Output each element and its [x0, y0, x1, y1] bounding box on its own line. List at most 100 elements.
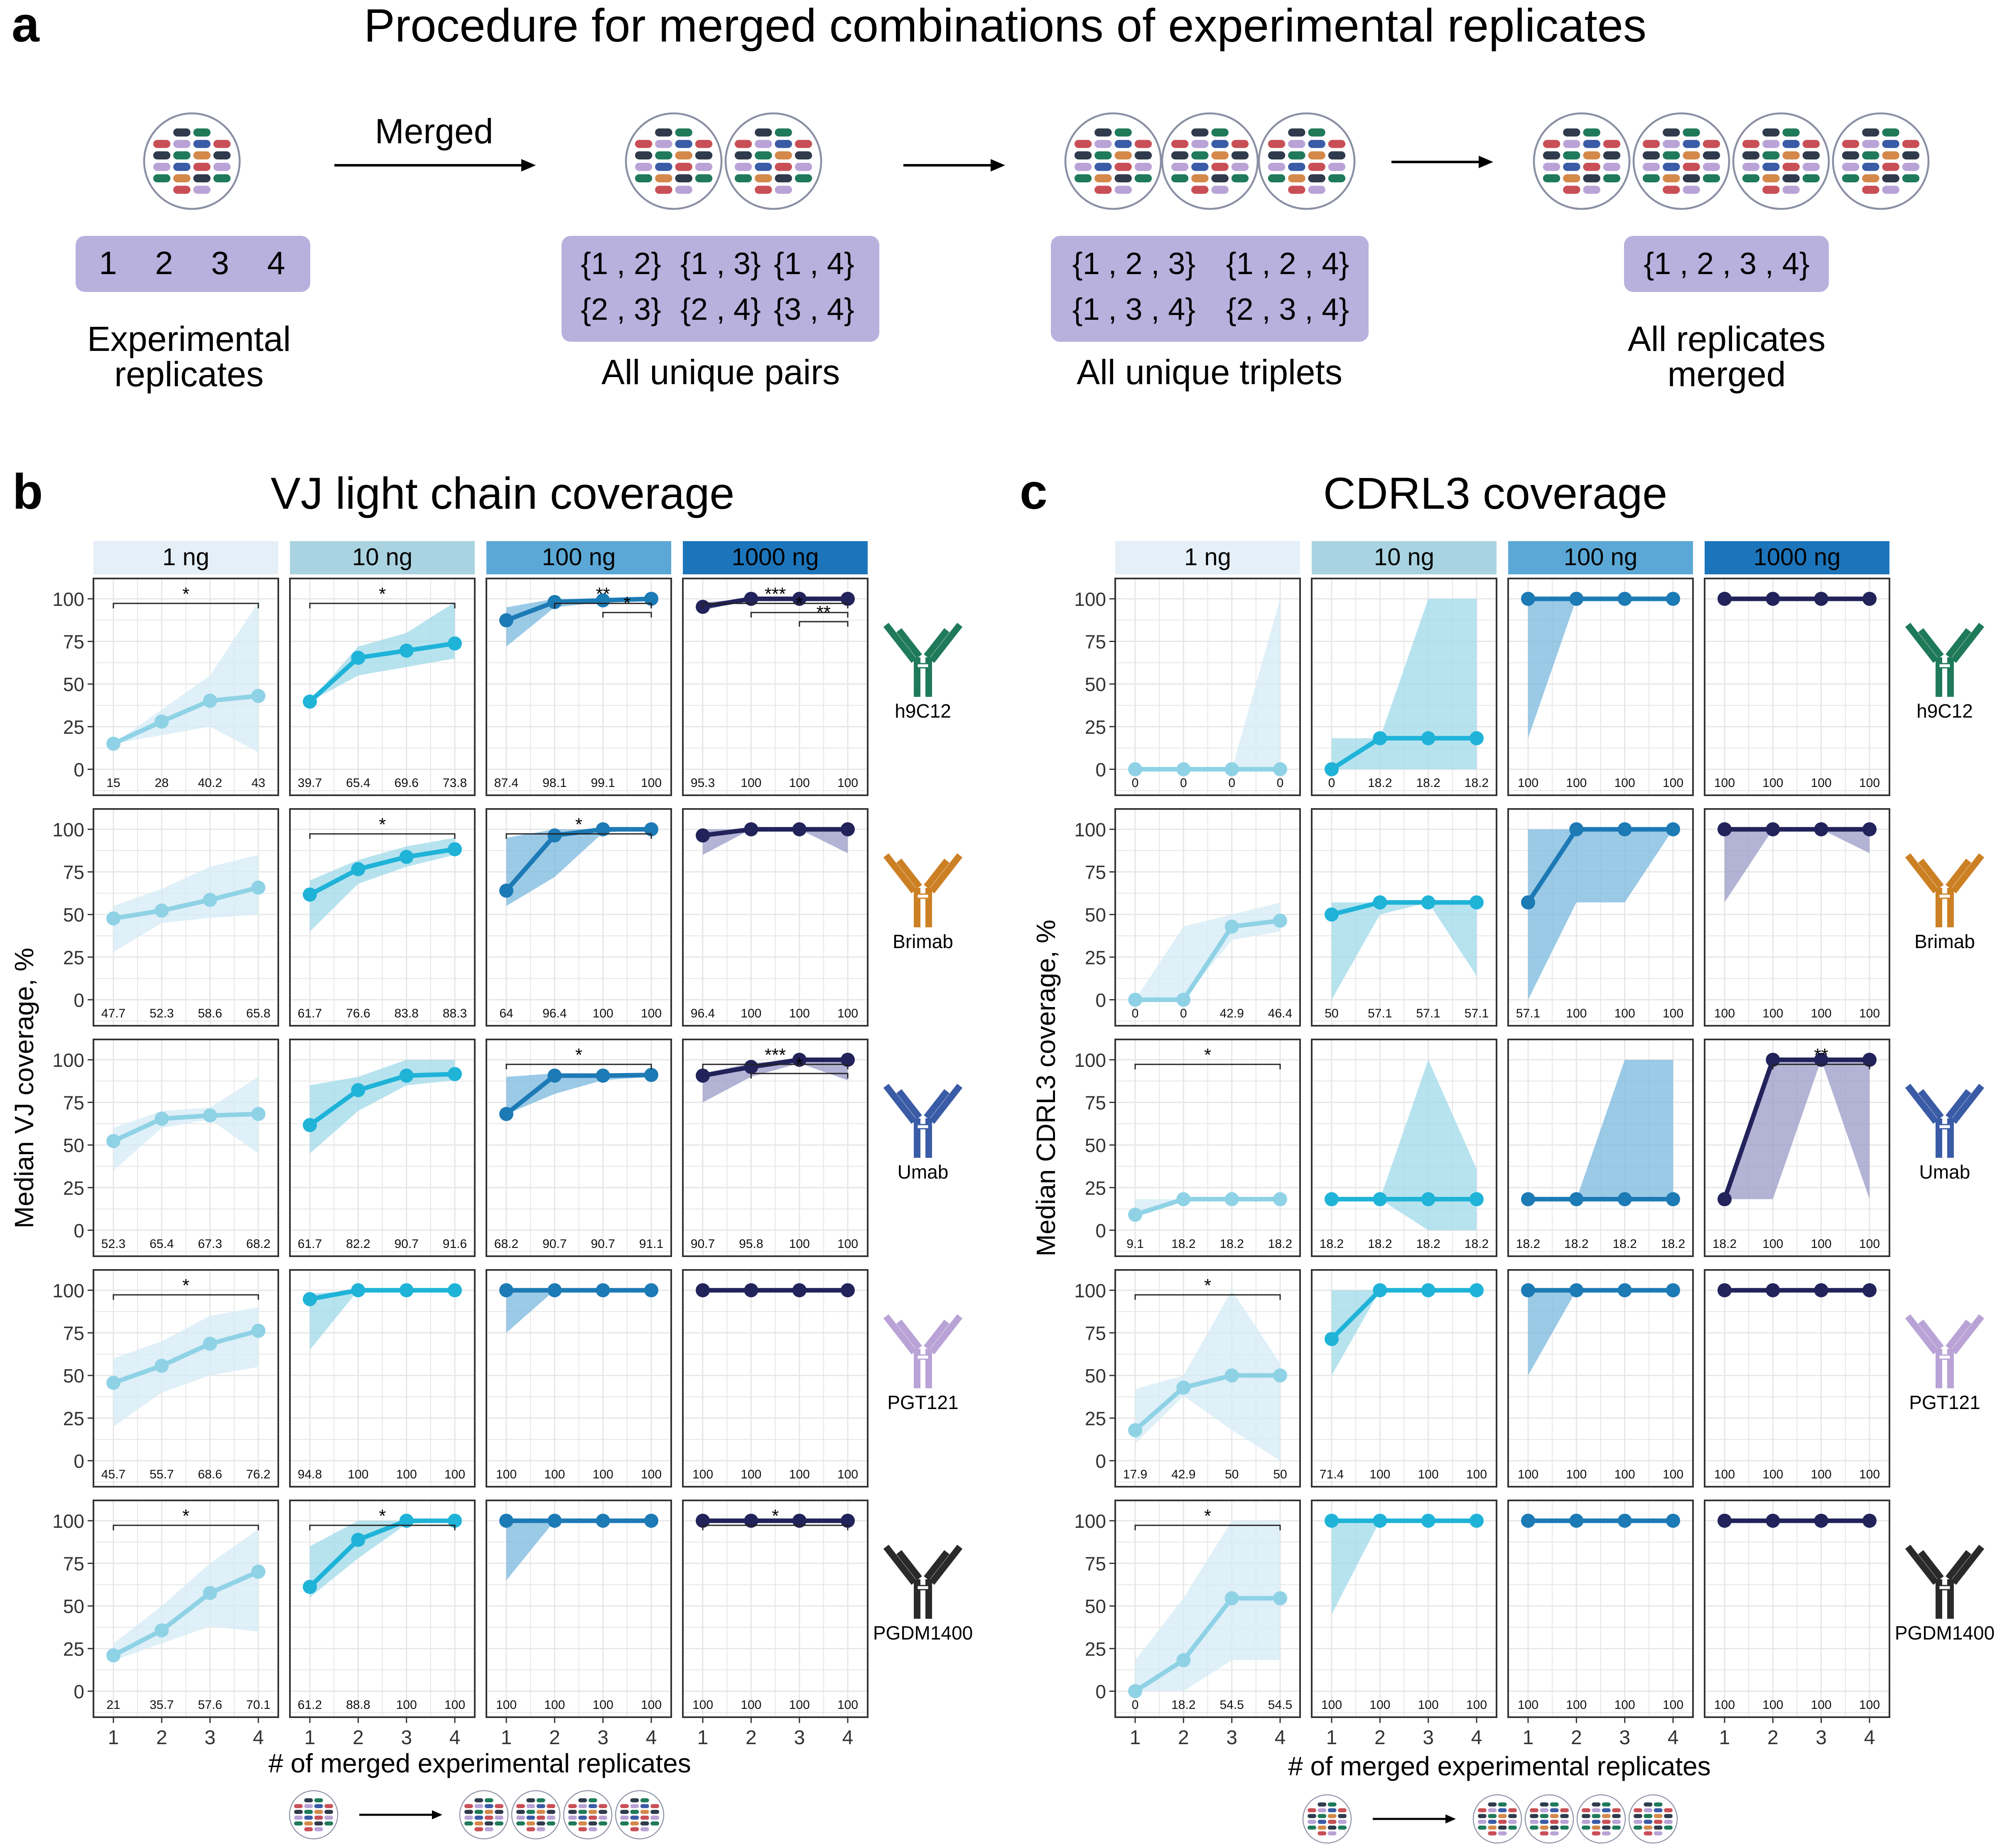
bead [536, 1804, 545, 1809]
bead [1308, 186, 1325, 194]
bead [1642, 151, 1660, 159]
data-point [1717, 1283, 1732, 1297]
bead [294, 1821, 303, 1826]
bead [1642, 163, 1660, 171]
bead [1550, 1825, 1559, 1830]
bead [1683, 163, 1700, 171]
bead [1862, 163, 1879, 171]
ribbon-band [1528, 1059, 1673, 1199]
bead [1328, 163, 1346, 171]
data-point [203, 892, 217, 907]
facet-cell: 9.1 18.2 18.2 18.2 * [1114, 1039, 1301, 1257]
data-label: 99.1 [591, 776, 615, 790]
bead [650, 1810, 659, 1814]
bead [495, 1816, 503, 1820]
ribbon-band [1332, 1520, 1477, 1615]
bead [1862, 140, 1879, 148]
data-point [203, 694, 217, 708]
facet-cell: 100 100 100 100 [682, 1269, 869, 1488]
data-label: 76.2 [246, 1468, 270, 1481]
data-label: 39.7 [298, 776, 322, 790]
series-line [702, 1057, 848, 1078]
data-point [547, 1283, 562, 1297]
facet-border [1311, 1039, 1497, 1257]
bead [1663, 140, 1680, 148]
set-box-all [1624, 236, 1829, 292]
facet-border [93, 808, 279, 1027]
series-line [1330, 736, 1477, 772]
bead [526, 1810, 535, 1814]
replicate-dish [511, 1790, 561, 1840]
data-label: 100 [593, 1007, 613, 1020]
bead [635, 163, 653, 171]
ribbon-band [113, 1076, 258, 1171]
bead [1654, 1825, 1663, 1830]
bead [1612, 1825, 1621, 1830]
x-tick-label: 1 [1523, 1727, 1534, 1749]
bead [1540, 1802, 1549, 1807]
data-label: 73.8 [443, 776, 467, 790]
bead [775, 151, 792, 159]
data-point [841, 1052, 855, 1067]
data-label: 100 [641, 1698, 662, 1712]
data-label: 100 [348, 1468, 368, 1481]
data-point [303, 1292, 317, 1306]
ribbon-band [1332, 1059, 1477, 1230]
significance-label: * [623, 593, 631, 613]
bead [1583, 151, 1600, 159]
bead [695, 151, 713, 159]
bead [526, 1827, 535, 1831]
data-point [1176, 1653, 1191, 1667]
x-tick-label: 3 [597, 1727, 608, 1749]
data-point [841, 591, 855, 606]
bead [1583, 163, 1600, 171]
data-point [1814, 1283, 1828, 1297]
bead [655, 140, 672, 148]
data-label: 0 [1132, 1698, 1139, 1712]
facet-border [1507, 578, 1694, 796]
facet-strip-label: 1 ng [1184, 544, 1231, 571]
bead [495, 1821, 503, 1826]
facet-cell: 57.1 100 100 100 [1507, 808, 1694, 1027]
bead [1703, 174, 1720, 183]
bead [1842, 140, 1860, 148]
data-label: 100 [837, 1468, 858, 1481]
bead [1742, 151, 1760, 159]
data-point [1273, 1192, 1287, 1206]
data-point [1717, 1192, 1732, 1206]
bead [1488, 1814, 1497, 1818]
bead [1683, 128, 1700, 137]
data-point [106, 1648, 120, 1663]
bead [1592, 1820, 1601, 1824]
data-label: 68.6 [198, 1468, 222, 1481]
bead [1231, 151, 1249, 159]
series-line [113, 885, 259, 921]
data-point [1373, 731, 1387, 745]
bead [1592, 1831, 1601, 1836]
row-label: PGDM1400 [1895, 1622, 1995, 1644]
bead [1644, 1831, 1653, 1836]
bead [1478, 1825, 1487, 1830]
data-point [1862, 1513, 1877, 1528]
bead [635, 174, 653, 183]
bead [650, 1821, 659, 1826]
data-label: 57.6 [198, 1698, 222, 1712]
bead [1543, 151, 1560, 159]
bead [1074, 151, 1092, 159]
bead [1498, 1802, 1507, 1807]
facet-cell: 0 18.2 18.2 18.2 [1311, 578, 1497, 796]
y-tick-label: 100 [52, 1049, 84, 1071]
replicate-dish [459, 1790, 509, 1840]
data-point [351, 862, 366, 876]
x-tick-label: 4 [842, 1727, 854, 1749]
data-point [1128, 1423, 1142, 1437]
facet-strip [486, 541, 671, 574]
data-point [596, 822, 610, 836]
data-point [448, 1067, 462, 1081]
bead [536, 1821, 545, 1826]
bead [1634, 1825, 1642, 1830]
data-label: 100 [1518, 776, 1538, 790]
facet-cell: 100 100 100 100 [1704, 1500, 1890, 1718]
bead [1134, 140, 1152, 148]
facet-border [486, 578, 672, 796]
